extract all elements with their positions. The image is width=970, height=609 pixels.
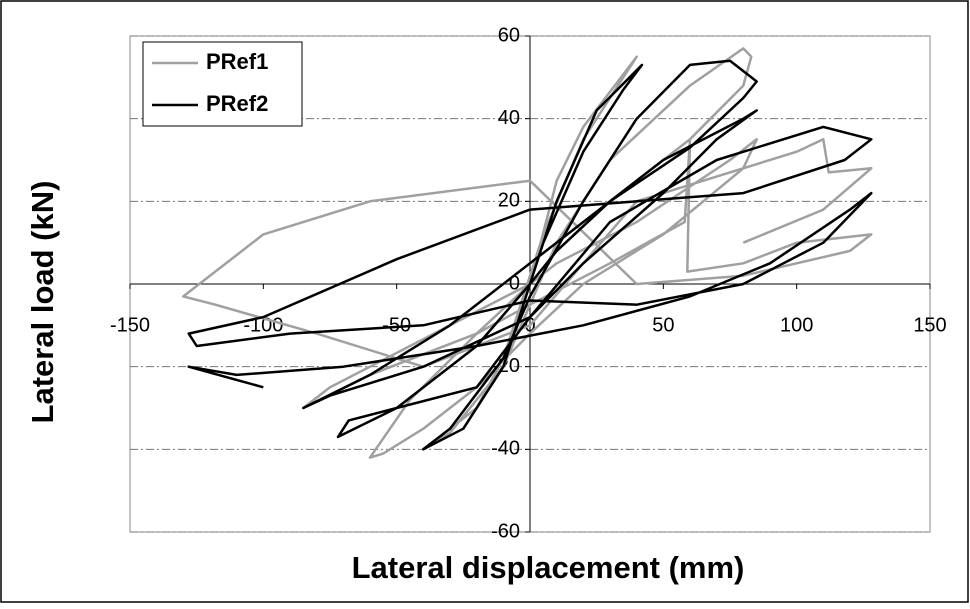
- legend-box: [142, 41, 303, 127]
- legend-label: PRef2: [206, 91, 268, 116]
- y-tick-label: 20: [498, 190, 520, 212]
- legend: PRef1 PRef2: [142, 41, 303, 127]
- y-tick-label: -40: [491, 438, 520, 460]
- y-tick-label: -60: [491, 520, 520, 542]
- y-tick-label: 40: [498, 107, 520, 129]
- lines: [182, 47, 873, 459]
- x-axis-title: Lateral displacement (mm): [352, 550, 745, 585]
- series-line: [182, 47, 873, 459]
- legend-label: PRef1: [206, 49, 268, 74]
- series-line: [187, 59, 873, 451]
- y-tick-label: 0: [509, 272, 520, 294]
- x-tick-label: 50: [652, 314, 674, 336]
- y-tick-label: 60: [498, 24, 520, 46]
- x-tick-label: 150: [913, 314, 946, 336]
- x-tick-label: -150: [110, 314, 150, 336]
- x-tick-label: -50: [382, 314, 411, 336]
- y-axis-title: Lateral load (kN): [25, 181, 60, 424]
- x-tick-label: 100: [780, 314, 813, 336]
